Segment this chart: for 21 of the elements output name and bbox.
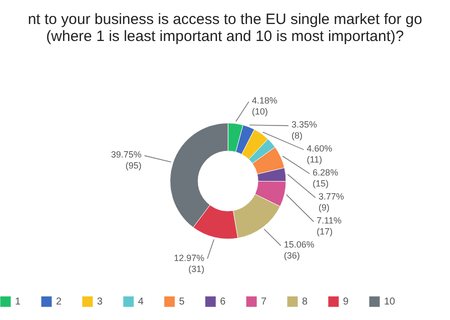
data-label: 4.18% (10)	[252, 96, 278, 117]
legend-label: 8	[302, 296, 308, 308]
data-label: 3.77% (9)	[318, 192, 344, 213]
legend-label: 10	[384, 296, 396, 308]
data-label: 12.97% (31)	[174, 252, 204, 274]
data-label: 39.75% (95)	[110, 150, 142, 171]
legend-label: 2	[56, 296, 62, 308]
text: nt to your business is access to the EU single market for go	[28, 11, 422, 28]
legend-label: 3	[97, 296, 103, 308]
text: (where 1 is least important and 10 is most important)?	[46, 28, 404, 45]
legend-label: 9	[343, 296, 349, 308]
data-label: 6.28% (15)	[312, 168, 338, 189]
data-label: 3.35% (8)	[292, 120, 318, 141]
data-label: 4.60% (11)	[306, 144, 332, 165]
legend-label: 6	[220, 296, 226, 308]
legend-label: 4	[138, 296, 144, 308]
data-label: 15.06% (36)	[284, 240, 314, 261]
legend-label: 7	[261, 296, 267, 308]
legend-label: 5	[179, 296, 185, 308]
legend-label: 1	[15, 296, 21, 308]
data-label: 7.11% (17)	[316, 216, 342, 237]
